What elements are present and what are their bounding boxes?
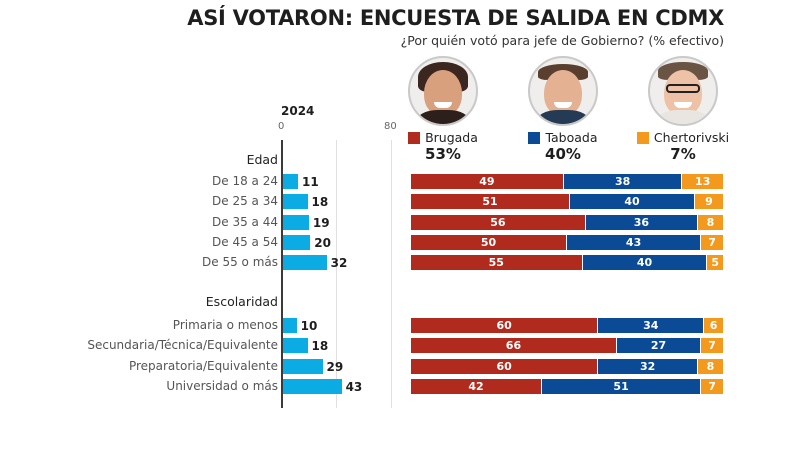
left-chart-title: 2024: [281, 104, 315, 118]
stacked-segment-brugada: 51: [411, 194, 571, 210]
total-brugada: 53%: [425, 145, 461, 163]
category-label: Preparatoria/Equivalente: [128, 358, 278, 373]
bar: [283, 234, 311, 250]
data-label: 11: [301, 175, 319, 189]
stacked-segment-taboada: 34: [598, 318, 705, 333]
stacked-segment-chertorivski: 7: [701, 378, 723, 394]
stacked-segment-chertorivski: 6: [704, 318, 723, 333]
bar: [283, 338, 308, 354]
legend-swatch-taboada: [528, 131, 541, 144]
category-label: Universidad o más: [166, 378, 278, 393]
total-chertorivski: 7%: [670, 145, 696, 163]
legend-label-chertorivski: Chertorivski: [653, 130, 730, 145]
data-label: 18: [311, 195, 329, 210]
total-taboada: 40%: [545, 145, 581, 163]
stacked-segment-taboada: 40: [582, 255, 708, 271]
bar: [283, 174, 298, 189]
candidate-chertorivski: Chertorivski 7%: [628, 56, 738, 163]
stacked-segment-chertorivski: 8: [698, 358, 723, 374]
category-label: Primaria o menos: [172, 318, 278, 332]
candidate-photo-chertorivski: [648, 56, 718, 126]
stacked-segment-taboada: 43: [567, 234, 702, 250]
group-label: Edad: [246, 152, 278, 167]
data-label: 43: [345, 379, 363, 394]
candidate-photo-taboada: [528, 56, 598, 126]
data-label: 19: [312, 215, 330, 230]
group-label: Escolaridad: [205, 294, 278, 309]
stacked-segment-brugada: 56: [411, 214, 586, 230]
stacked-segment-chertorivski: 8: [698, 214, 723, 230]
bar: [283, 318, 297, 333]
data-label: 10: [300, 319, 318, 333]
bar: [283, 358, 323, 374]
stacked-segment-taboada: 40: [570, 194, 695, 210]
stacked-segment-brugada: 60: [411, 318, 599, 333]
data-label: 20: [314, 235, 331, 250]
stacked-segment-taboada: 51: [542, 378, 702, 394]
stacked-segment-chertorivski: 13: [682, 174, 723, 189]
stacked-segment-taboada: 27: [616, 338, 702, 354]
legend-swatch-brugada: [408, 131, 421, 144]
x-tick-80: 80: [384, 121, 397, 132]
category-label: De 18 a 24: [212, 174, 278, 188]
candidate-photo-brugada: [408, 56, 478, 126]
gridline-40: [336, 140, 337, 408]
stacked-segment-brugada: 50: [411, 234, 567, 250]
chart-subtitle: ¿Por quién votó para jefe de Gobierno? (…: [400, 33, 724, 48]
category-label: De 25 a 34: [212, 194, 278, 209]
stacked-segment-brugada: 60: [411, 358, 599, 374]
x-tick-0: 0: [278, 121, 285, 132]
y-axis-line: [281, 140, 283, 408]
stacked-segment-taboada: 36: [585, 214, 699, 230]
bar: [283, 194, 308, 210]
bar: [283, 378, 342, 394]
stacked-segment-brugada: 55: [411, 255, 583, 271]
data-label: 29: [326, 359, 344, 374]
gridline-80: [391, 140, 392, 408]
data-label: 32: [330, 256, 348, 271]
category-label: De 45 a 54: [212, 234, 278, 249]
bar: [283, 255, 327, 271]
stacked-segment-chertorivski: 7: [701, 338, 723, 354]
stacked-segment-chertorivski: 9: [694, 194, 723, 210]
data-label: 18: [311, 339, 329, 354]
stacked-segment-brugada: 49: [411, 174, 564, 189]
stacked-segment-taboada: 38: [563, 174, 683, 189]
stacked-segment-brugada: 66: [411, 338, 617, 354]
category-label: De 55 o más: [202, 255, 278, 270]
legend-swatch-chertorivski: [636, 131, 649, 144]
bar: [283, 214, 309, 230]
legend-label-brugada: Brugada: [425, 130, 478, 145]
legend-label-taboada: Taboada: [545, 130, 598, 145]
candidate-taboada: Taboada 40%: [508, 56, 618, 163]
candidate-brugada: Brugada 53%: [388, 56, 498, 163]
category-label: De 35 a 44: [212, 214, 278, 229]
stacked-segment-chertorivski: 5: [707, 255, 723, 271]
chart-title: ASÍ VOTARON: ENCUESTA DE SALIDA EN CDMX: [187, 6, 724, 30]
stacked-segment-chertorivski: 7: [701, 234, 723, 250]
stacked-segment-taboada: 32: [598, 358, 699, 374]
category-label: Secundaria/Técnica/Equivalente: [87, 338, 278, 353]
stacked-segment-brugada: 42: [411, 378, 543, 394]
